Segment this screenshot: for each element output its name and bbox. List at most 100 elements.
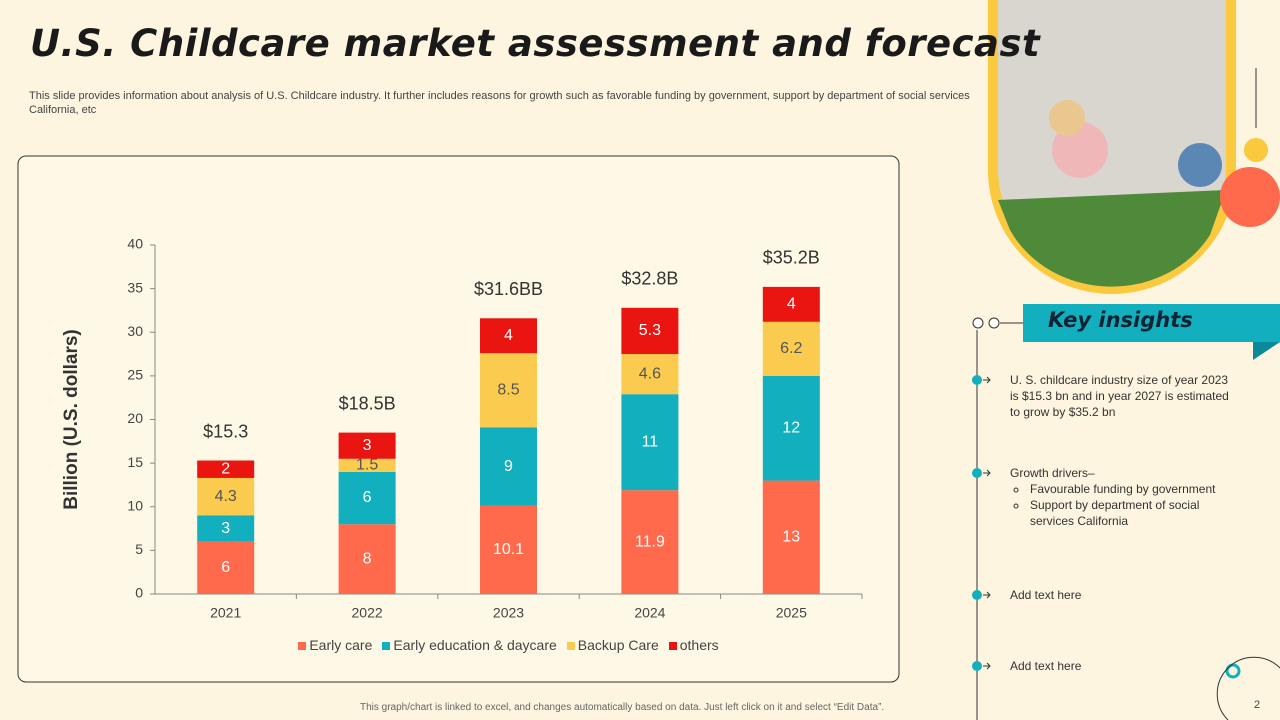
timeline-arrow [983,662,991,670]
value-label: 3 [363,437,372,454]
photo-floor [998,190,1226,287]
insight-item: Growth drivers–Favourable funding by gov… [1010,465,1230,529]
legend-item: Backup Care [566,637,659,653]
value-label: 5.3 [639,322,661,339]
insights-title: Key insights [1048,308,1193,332]
total-label: $31.6BB [474,279,543,299]
value-label: 10.1 [493,541,524,558]
bar-segment [197,460,255,478]
bar-segment [197,541,255,594]
title: U.S. Childcare market assessment and for… [30,22,1041,65]
bar-segment [762,480,820,594]
value-label: 6.2 [780,340,802,357]
insight-text: Add text here [1010,659,1082,673]
banner-fold [1253,342,1280,360]
insights-banner [1023,304,1280,342]
x-tick-label: 2021 [210,605,241,621]
timeline-arrow [983,591,991,599]
timeline-dot [972,468,982,478]
bar-segment [762,286,820,322]
node [988,317,1000,329]
legend-label: Early education & daycare [393,637,557,653]
timeline-arrow [983,376,991,384]
decor-circle [1225,663,1241,679]
bar-segment [480,353,537,428]
bar-segment [621,394,679,491]
value-label: 11.9 [635,533,665,550]
legend-swatch [668,642,677,650]
timeline-dot [972,590,982,600]
insight-bullet: Favourable funding by government [1028,481,1230,497]
bar-segment [480,505,537,594]
y-tick-label: 25 [127,367,143,383]
y-tick-label: 30 [127,323,143,339]
value-label: 8 [363,550,372,567]
x-tick-label: 2024 [634,605,665,621]
photo-figure [1178,143,1222,187]
legend-swatch [566,642,575,650]
total-label: $32.8B [621,269,678,289]
subtitle: This slide provides information about an… [29,90,970,116]
node [972,317,984,329]
y-tick-label: 40 [127,236,143,252]
total-label: $35.2B [763,248,820,268]
value-label: 4 [504,327,513,344]
value-label: 13 [782,529,800,546]
bar-segment [480,318,537,354]
legend-item: others [668,637,719,653]
value-label: 4.6 [639,365,661,382]
y-tick-label: 15 [127,454,143,470]
insight-text: U. S. childcare industry size of year 20… [1010,373,1229,419]
photo-figure [1049,100,1085,136]
bar-segment [338,524,396,594]
y-tick-label: 10 [127,497,143,513]
decor-arc [1216,656,1280,720]
y-axis-label: Billion (U.S. dollars) [61,329,82,510]
y-tick-label: 5 [135,541,143,557]
bar-segment [338,471,396,525]
decor-circle [1244,138,1268,162]
value-label: 2 [221,460,230,477]
x-tick-label: 2023 [493,605,524,621]
x-tick-label: 2025 [776,605,807,621]
insight-item: U. S. childcare industry size of year 20… [1010,372,1230,420]
insight-bullet: Support by department of social services… [1028,497,1230,529]
bar-segment [197,515,255,542]
total-label: $15.3 [203,421,248,441]
timeline-arrow [983,469,991,477]
bar-segment [621,490,679,594]
bar-segment [338,432,396,459]
legend-swatch [382,642,391,650]
footer-note: This graph/chart is linked to excel, and… [360,702,885,713]
value-label: 12 [782,419,800,436]
value-label: 6 [363,489,372,506]
bar-segment [762,375,820,481]
total-label: $18.5B [339,393,396,413]
bar-segment [338,458,396,472]
bar-segment [621,354,679,395]
y-tick-label: 20 [127,410,143,426]
timeline-dot [972,375,982,385]
insight-item: Add text here [1010,587,1230,603]
bar-segment [621,307,679,355]
page-number: 2 [1254,699,1261,711]
x-tick-label: 2022 [352,605,383,621]
decor-circle [1220,167,1280,227]
legend-item: Early education & daycare [382,637,557,653]
insight-item: Add text here [1010,658,1230,674]
legend: Early care Early education & daycare Backu… [155,637,862,653]
legend-label: Early care [309,637,373,653]
value-label: 4.3 [215,488,237,505]
value-label: 6 [221,559,230,576]
value-label: 4 [787,296,796,313]
value-label: 11 [642,433,659,450]
legend-label: others [679,637,719,653]
insight-text: Add text here [1010,588,1082,602]
insight-text: Growth drivers– [1010,466,1095,480]
value-label: 9 [504,458,513,475]
bar-segment [480,427,537,506]
value-label: 1.5 [356,457,378,474]
bar-segment [197,477,255,516]
